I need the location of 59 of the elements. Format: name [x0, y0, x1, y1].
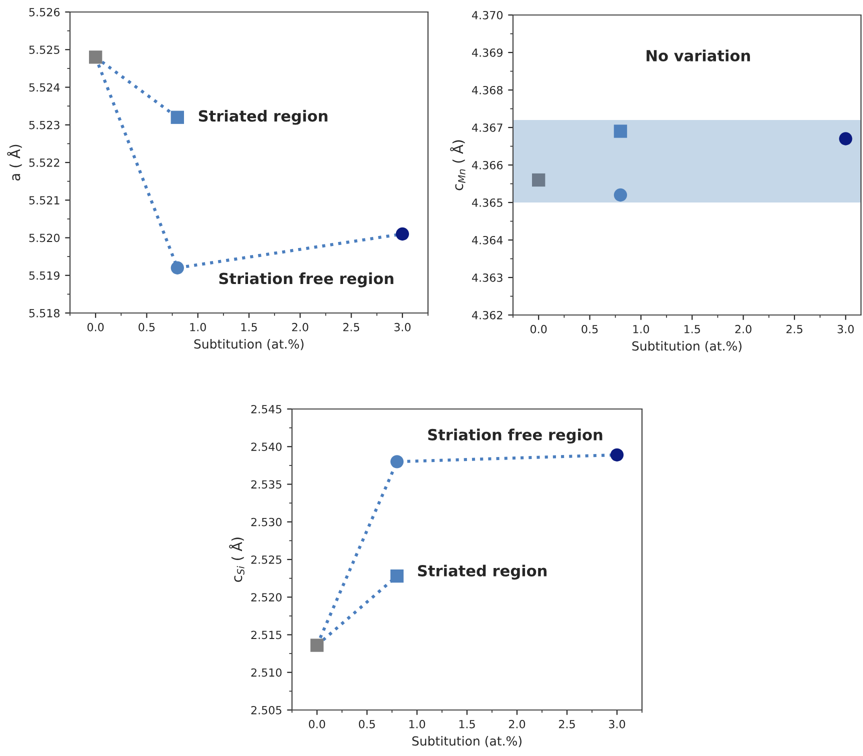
y-tick-label: 2.515	[251, 630, 282, 640]
x-tick-label: 1.0	[633, 324, 650, 334]
x-tick-label: 1.0	[409, 720, 426, 728]
annotation: Striation free region	[428, 428, 602, 444]
x-tick-label: 2.0	[735, 324, 752, 334]
annotation: Striated region	[418, 564, 547, 580]
x-tick-label: 2.0	[508, 720, 526, 728]
y-tick-label: 2.520	[251, 593, 282, 602]
y-tick-label: 4.368	[472, 86, 503, 94]
y-tick-label: 4.366	[472, 160, 503, 170]
x-tick-label: 3.0	[609, 720, 626, 728]
y-tick-label: 5.525	[29, 46, 60, 54]
y-tick-label: 2.540	[251, 442, 282, 452]
y-tick-label: 4.369	[472, 48, 502, 57]
y-tick-label: 5.526	[29, 8, 60, 16]
x-tick-label: 2.5	[558, 720, 575, 728]
annotation: No variation	[646, 50, 750, 62]
y-tick-label: 2.530	[251, 518, 282, 526]
y-tick-label: 5.519	[29, 271, 60, 280]
x-axis-title: Subtitution (at.%)	[194, 339, 304, 350]
y-axis-title: a ( Å)	[7, 144, 22, 181]
y-tick-label: 4.363	[472, 273, 502, 282]
y-tick-label: 5.523	[29, 120, 60, 130]
y-axis-title: c$_{Mn}$ ( Å)	[450, 140, 466, 190]
x-tick-label: 1.0	[190, 322, 206, 332]
y-tick-label: 5.524	[29, 83, 60, 92]
annotation: Striated region	[198, 110, 328, 125]
x-tick-label: 0.0	[308, 720, 326, 728]
x-tick-label: 1.5	[684, 325, 700, 334]
x-tick-label: 0.0	[530, 324, 547, 334]
x-axis-title: Subtitution (at.%)	[632, 341, 742, 352]
x-tick-label: 2.5	[786, 324, 802, 334]
y-tick-label: 4.362	[472, 310, 502, 320]
y-tick-label: 4.365	[472, 198, 502, 207]
y-tick-label: 5.521	[29, 196, 60, 205]
y-tick-label: 2.510	[251, 668, 282, 677]
x-tick-label: 2.5	[343, 322, 360, 332]
y-tick-label: 4.370	[472, 10, 503, 20]
annotation: Striation free region	[219, 272, 394, 288]
x-tick-label: 0.5	[582, 324, 598, 334]
x-tick-label: 0.5	[138, 322, 155, 332]
x-tick-label: 0.5	[358, 720, 375, 728]
x-tick-label: 0.0	[87, 322, 104, 332]
y-tick-label: 5.520	[29, 234, 60, 242]
x-tick-label: 3.0	[838, 324, 854, 334]
y-axis-title: c$_{Si}$ ( Å)	[229, 538, 244, 582]
x-tick-label: 3.0	[394, 322, 411, 332]
x-tick-label: 1.5	[241, 323, 257, 332]
y-tick-label: 4.367	[472, 123, 502, 132]
y-tick-label: 2.535	[251, 480, 282, 489]
y-tick-label: 5.522	[29, 158, 60, 167]
y-tick-label: 4.364	[472, 236, 503, 244]
x-axis-title: Subtitution (at.%)	[412, 736, 522, 748]
x-tick-label: 2.0	[292, 322, 308, 332]
y-tick-label: 2.545	[251, 404, 282, 414]
y-tick-label: 2.525	[251, 555, 282, 564]
y-tick-label: 2.505	[251, 706, 282, 714]
y-tick-label: 5.518	[29, 308, 60, 318]
x-tick-label: 1.5	[459, 720, 475, 728]
